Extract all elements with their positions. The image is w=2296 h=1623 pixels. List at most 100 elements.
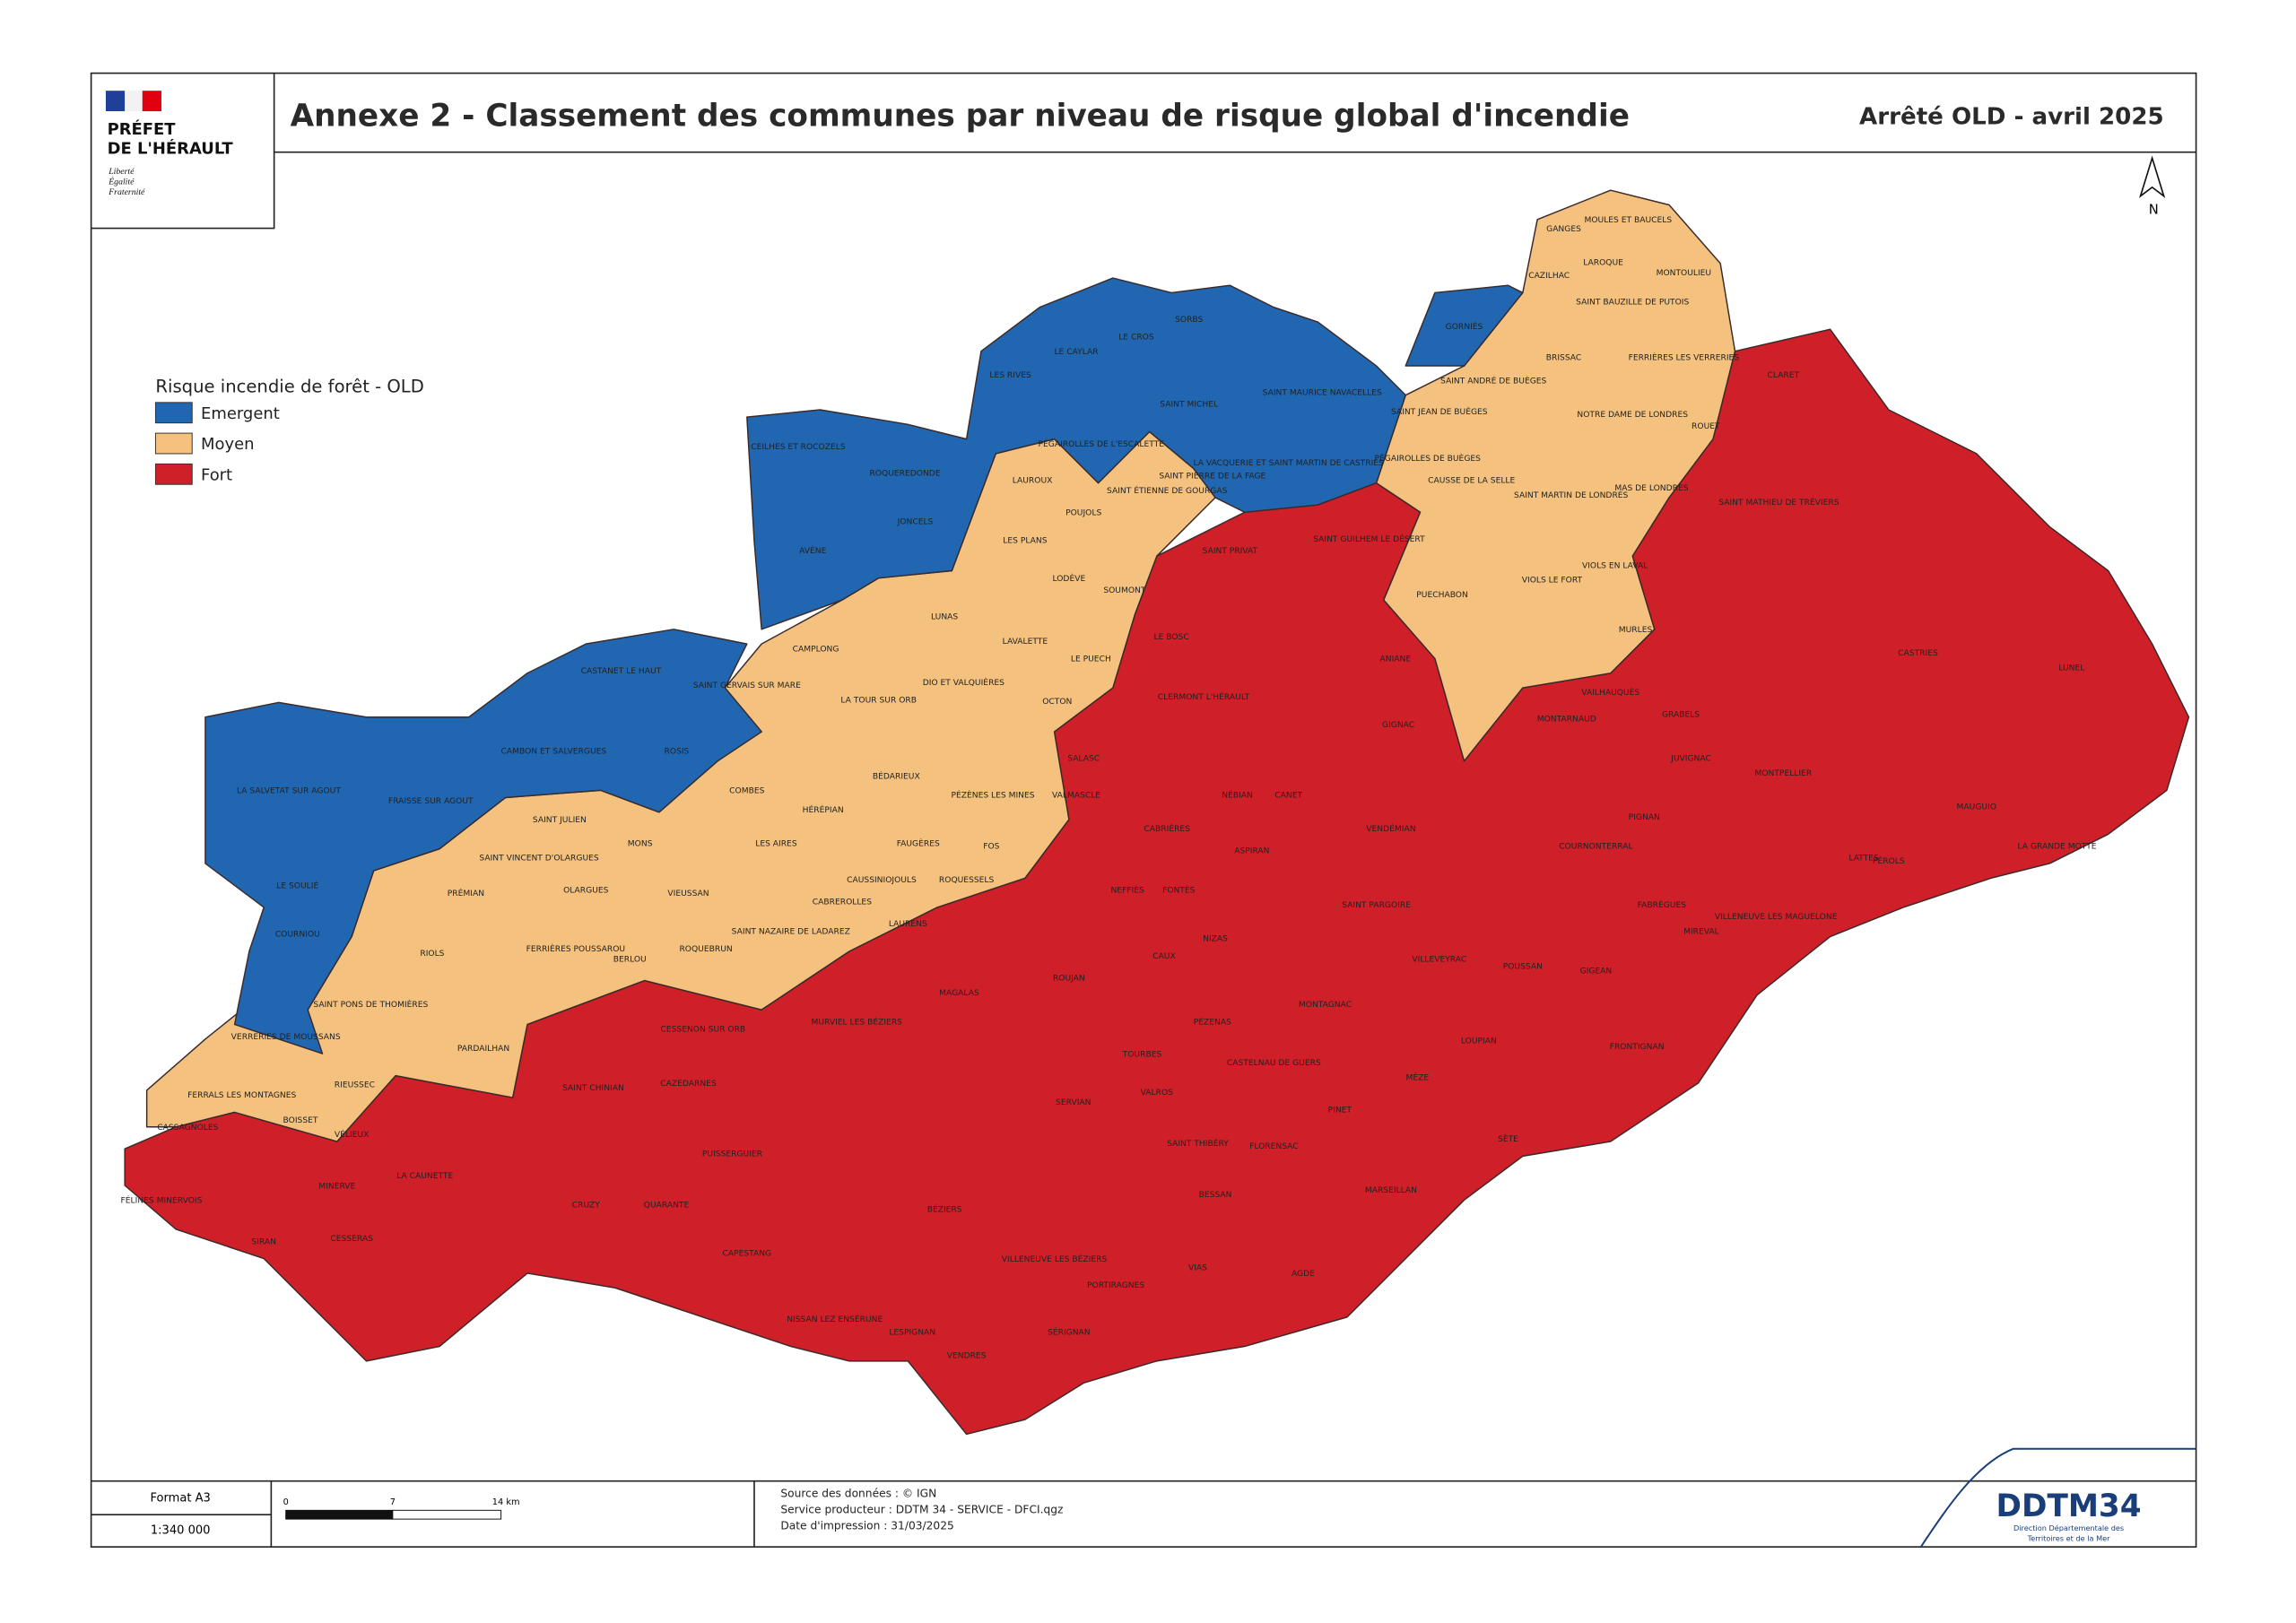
source: Source des données : © IGN bbox=[780, 1488, 936, 1500]
commune-label: VENDÉMIAN bbox=[1366, 823, 1415, 834]
commune-label: BRISSAC bbox=[1546, 353, 1581, 362]
commune-label: SÈTE bbox=[1498, 1133, 1518, 1144]
commune-label: MONTPELLIER bbox=[1754, 769, 1812, 778]
commune-label: LES RIVES bbox=[989, 371, 1031, 380]
commune-label: SAINT ÉTIENNE DE GOURGAS bbox=[1107, 485, 1228, 496]
commune-label: POUJOLS bbox=[1065, 508, 1101, 517]
commune-label: PUISSERGUIER bbox=[702, 1150, 763, 1159]
commune-label: LAVALETTE bbox=[1003, 638, 1048, 647]
commune-label: CASSAGNOLES bbox=[157, 1124, 218, 1133]
commune-label: LA SALVETAT SUR AGOUT bbox=[237, 787, 341, 796]
commune-label: FLORENSAC bbox=[1249, 1142, 1299, 1151]
commune-label: MONS bbox=[628, 839, 653, 848]
commune-label: FERRIÈRES POUSSAROU bbox=[526, 943, 626, 954]
commune-label: JONCELS bbox=[897, 517, 934, 526]
commune-label: MOULES ET BAUCELS bbox=[1584, 216, 1672, 225]
commune-label: PÉZÈNES LES MINES bbox=[951, 789, 1034, 800]
commune-label: LAROQUE bbox=[1583, 258, 1623, 267]
commune-label: SAINT ANDRÉ DE BUÈGES bbox=[1440, 376, 1547, 386]
commune-label: ROQUEBRUN bbox=[679, 945, 732, 954]
commune-label: VILLENEUVE LES BÉZIERS bbox=[1002, 1254, 1108, 1264]
commune-label: VÉLIEUX bbox=[335, 1129, 369, 1140]
commune-label: LUNAS bbox=[931, 612, 958, 621]
source: Date d'impression : 31/03/2025 bbox=[780, 1520, 953, 1532]
commune-label: VIOLS EN LAVAL bbox=[1582, 561, 1648, 570]
source: Service producteur : DDTM 34 - SERVICE -… bbox=[780, 1504, 1063, 1516]
commune-label: CASTANET LE HAUT bbox=[581, 667, 662, 676]
commune-label: VALROS bbox=[1141, 1089, 1174, 1098]
commune-label: NIZAS bbox=[1203, 934, 1228, 943]
commune-label: ASPIRAN bbox=[1234, 847, 1269, 856]
scale-tick: 0 bbox=[283, 1497, 289, 1507]
commune-label: LES PLANS bbox=[1003, 537, 1047, 546]
commune-label: FÉLINES MINERVOIS bbox=[121, 1195, 203, 1206]
commune-label: FERRALS LES MONTAGNES bbox=[187, 1091, 296, 1100]
motto: Liberté bbox=[108, 167, 135, 177]
commune-label: COURNIOU bbox=[275, 931, 320, 940]
commune-label: SAINT GERVAIS SUR MARE bbox=[693, 681, 801, 690]
commune-label: SAINT PIERRE DE LA FAGE bbox=[1159, 473, 1265, 482]
commune-label: FONTÈS bbox=[1162, 885, 1196, 896]
commune-label: VIAS bbox=[1188, 1264, 1207, 1273]
commune-label: NEFFIÈS bbox=[1110, 885, 1144, 896]
agency-sub: Direction Départementale des bbox=[2013, 1523, 2124, 1532]
commune-label: BERLOU bbox=[613, 955, 647, 964]
commune-label: GIGNAC bbox=[1382, 721, 1414, 730]
title: Annexe 2 - Classement des communes par n… bbox=[291, 98, 1630, 134]
commune-label: OCTON bbox=[1042, 698, 1072, 707]
commune-label: ROUET bbox=[1692, 422, 1720, 431]
commune-label: SOUMONT bbox=[1103, 586, 1146, 595]
commune-label: CAZEDARNES bbox=[660, 1080, 717, 1089]
logo-text: PRÉFET bbox=[108, 119, 177, 139]
commune-label: CABREROLLES bbox=[813, 898, 872, 907]
commune-label: AGDE bbox=[1292, 1270, 1315, 1279]
commune-label: SAINT PARGOIRE bbox=[1342, 901, 1411, 910]
commune-label: NOTRE DAME DE LONDRES bbox=[1577, 411, 1688, 420]
commune-label: GANGES bbox=[1546, 225, 1581, 234]
commune-label: CAUX bbox=[1152, 952, 1176, 961]
commune-label: SAINT THIBÉRY bbox=[1167, 1138, 1229, 1149]
commune-label: ANIANE bbox=[1380, 655, 1412, 664]
commune-label: VALMASCLE bbox=[1052, 791, 1100, 800]
commune-label: CAPESTANG bbox=[722, 1249, 771, 1258]
commune-label: LOUPIAN bbox=[1461, 1037, 1497, 1046]
commune-label: POUSSAN bbox=[1503, 962, 1543, 971]
commune-label: CABRIÈRES bbox=[1144, 823, 1190, 834]
commune-label: CASTRIES bbox=[1898, 649, 1938, 658]
commune-label: MARSEILLAN bbox=[1365, 1186, 1417, 1195]
commune-label: PÉROLS bbox=[1873, 855, 1905, 866]
commune-label: SAINT PONS DE THOMIÈRES bbox=[313, 999, 428, 1010]
commune-label: LAURENS bbox=[889, 920, 927, 929]
commune-label: SÉRIGNAN bbox=[1048, 1326, 1091, 1337]
commune-label: HÉRÉPIAN bbox=[803, 804, 844, 815]
commune-label: CAUSSE DE LA SELLE bbox=[1428, 477, 1515, 486]
zones bbox=[124, 189, 2190, 1436]
commune-label: MONTAGNAC bbox=[1299, 1001, 1352, 1010]
commune-label: LUNEL bbox=[2058, 664, 2085, 673]
commune-label: CESSENON SUR ORB bbox=[660, 1026, 745, 1035]
commune-label: RIEUSSEC bbox=[335, 1081, 375, 1090]
legend-label: Moyen bbox=[201, 435, 254, 454]
commune-label: SAINT JEAN DE BUÈGES bbox=[1391, 406, 1488, 417]
commune-label: CLARET bbox=[1768, 371, 1800, 380]
commune-label: CAMPLONG bbox=[793, 645, 839, 654]
commune-label: BOISSET bbox=[283, 1116, 318, 1125]
legend: Emergent Moyen Fort bbox=[154, 402, 280, 485]
commune-label: BÉZIERS bbox=[927, 1203, 962, 1214]
commune-label: CEILHES ET ROCOZELS bbox=[751, 443, 846, 452]
commune-label: SAINT PRIVAT bbox=[1203, 547, 1258, 556]
commune-label: LATTES bbox=[1848, 855, 1879, 864]
commune-label: VIOLS LE FORT bbox=[1522, 577, 1583, 586]
commune-label: LA CAUNETTE bbox=[396, 1172, 453, 1181]
commune-label: MONTARNAUD bbox=[1537, 716, 1596, 725]
commune-label: CRUZY bbox=[572, 1201, 600, 1210]
commune-label: FERRIÈRES LES VERRERIES bbox=[1629, 352, 1740, 362]
commune-label: VAILHAUQUÈS bbox=[1581, 687, 1639, 698]
commune-label: SAINT CHINIAN bbox=[562, 1084, 624, 1093]
commune-label: JUVIGNAC bbox=[1670, 755, 1711, 764]
commune-label: ROQUESSELS bbox=[939, 876, 995, 885]
commune-label: MAS DE LONDRES bbox=[1614, 484, 1688, 493]
commune-label: PÉGAIROLLES DE BUÈGES bbox=[1375, 453, 1482, 464]
commune-label: LE PUECH bbox=[1071, 655, 1111, 664]
